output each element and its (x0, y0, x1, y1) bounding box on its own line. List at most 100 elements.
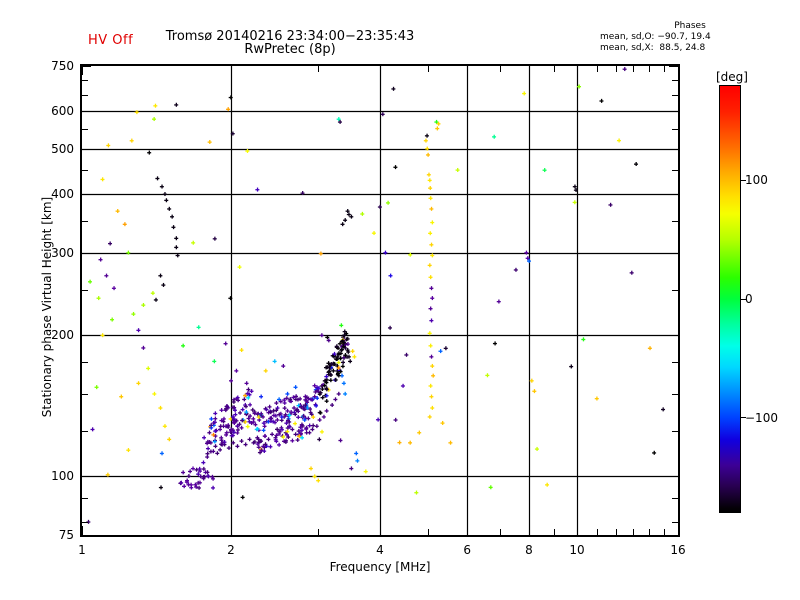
data-point (318, 251, 323, 256)
data-point (251, 419, 256, 424)
data-point (320, 386, 325, 391)
data-point (429, 206, 434, 211)
data-point (141, 345, 146, 350)
data-point (315, 385, 320, 390)
data-point (274, 408, 279, 413)
data-point (240, 418, 245, 423)
data-point (383, 250, 388, 255)
data-point (213, 411, 218, 416)
data-point (285, 408, 290, 413)
data-point (213, 428, 218, 433)
data-point (207, 139, 212, 144)
data-point (317, 437, 322, 442)
data-point (245, 148, 250, 153)
y-axis-tick (82, 535, 91, 536)
x-axis-tick-label: 1 (78, 543, 86, 557)
data-point (295, 397, 300, 402)
data-point (430, 253, 435, 258)
data-point (375, 417, 380, 422)
data-point (244, 409, 249, 414)
data-point (230, 131, 235, 136)
data-point (186, 482, 191, 487)
y-axis-tick (672, 80, 678, 82)
y-axis-tick (672, 221, 678, 223)
data-point (287, 419, 292, 424)
data-point (147, 150, 152, 155)
data-point (213, 416, 218, 421)
data-point (224, 406, 229, 411)
data-point (189, 485, 194, 490)
data-point (256, 428, 261, 433)
data-point (634, 162, 639, 166)
data-point (205, 439, 210, 444)
data-point (218, 424, 223, 429)
data-point (273, 413, 278, 418)
colorbar (719, 85, 741, 513)
data-point (286, 414, 291, 419)
data-point (428, 383, 433, 388)
data-point (208, 449, 213, 454)
y-axis-tick-label: 75 (58, 528, 74, 542)
colorbar-gradient (720, 86, 740, 512)
data-point (326, 370, 331, 375)
data-point (167, 206, 172, 211)
data-point (311, 423, 316, 428)
x-axis-tick (649, 66, 651, 72)
data-point (217, 427, 222, 432)
data-point (210, 485, 215, 490)
data-point (335, 368, 340, 373)
data-points-layer (86, 67, 666, 524)
data-point (334, 357, 339, 362)
data-point (268, 410, 273, 415)
data-point (340, 364, 345, 369)
data-point (488, 485, 493, 490)
data-point (233, 412, 238, 417)
data-point (126, 448, 131, 453)
y-axis-tick (672, 497, 678, 499)
x-axis-tick (616, 529, 618, 535)
data-point (281, 363, 286, 368)
x-axis-tick (500, 66, 502, 72)
data-point (311, 415, 316, 420)
scatter-plot-area (80, 64, 680, 537)
data-point (263, 368, 268, 373)
data-point (513, 267, 518, 272)
data-point (162, 192, 167, 197)
data-point (231, 430, 236, 435)
data-point (428, 306, 433, 311)
data-point (285, 425, 290, 430)
data-point (333, 377, 338, 382)
data-point (277, 412, 282, 417)
data-point (274, 400, 279, 405)
y-axis-tick (672, 362, 678, 364)
data-point (283, 412, 288, 417)
data-point (352, 354, 357, 359)
data-point (288, 397, 293, 402)
y-axis-tick (82, 170, 88, 172)
data-point (266, 437, 271, 442)
data-point (253, 422, 258, 427)
data-point (108, 241, 113, 246)
data-point (307, 430, 312, 435)
data-point (317, 392, 322, 397)
data-point (629, 270, 634, 275)
data-point (303, 397, 308, 402)
y-axis-tick (82, 95, 88, 97)
data-point (616, 138, 621, 143)
data-point (96, 296, 101, 301)
data-point (136, 328, 141, 333)
data-point (94, 385, 99, 390)
data-point (232, 408, 237, 413)
data-point (428, 186, 433, 191)
data-point (219, 435, 224, 440)
data-point (262, 449, 267, 454)
data-point (296, 428, 301, 433)
data-point (201, 474, 206, 479)
y-axis-tick-label: 500 (51, 141, 74, 156)
data-point (304, 426, 309, 431)
data-point (428, 275, 433, 280)
data-point (333, 397, 338, 402)
y-axis-tick (82, 430, 88, 432)
data-point (319, 429, 324, 434)
data-point (243, 419, 248, 424)
